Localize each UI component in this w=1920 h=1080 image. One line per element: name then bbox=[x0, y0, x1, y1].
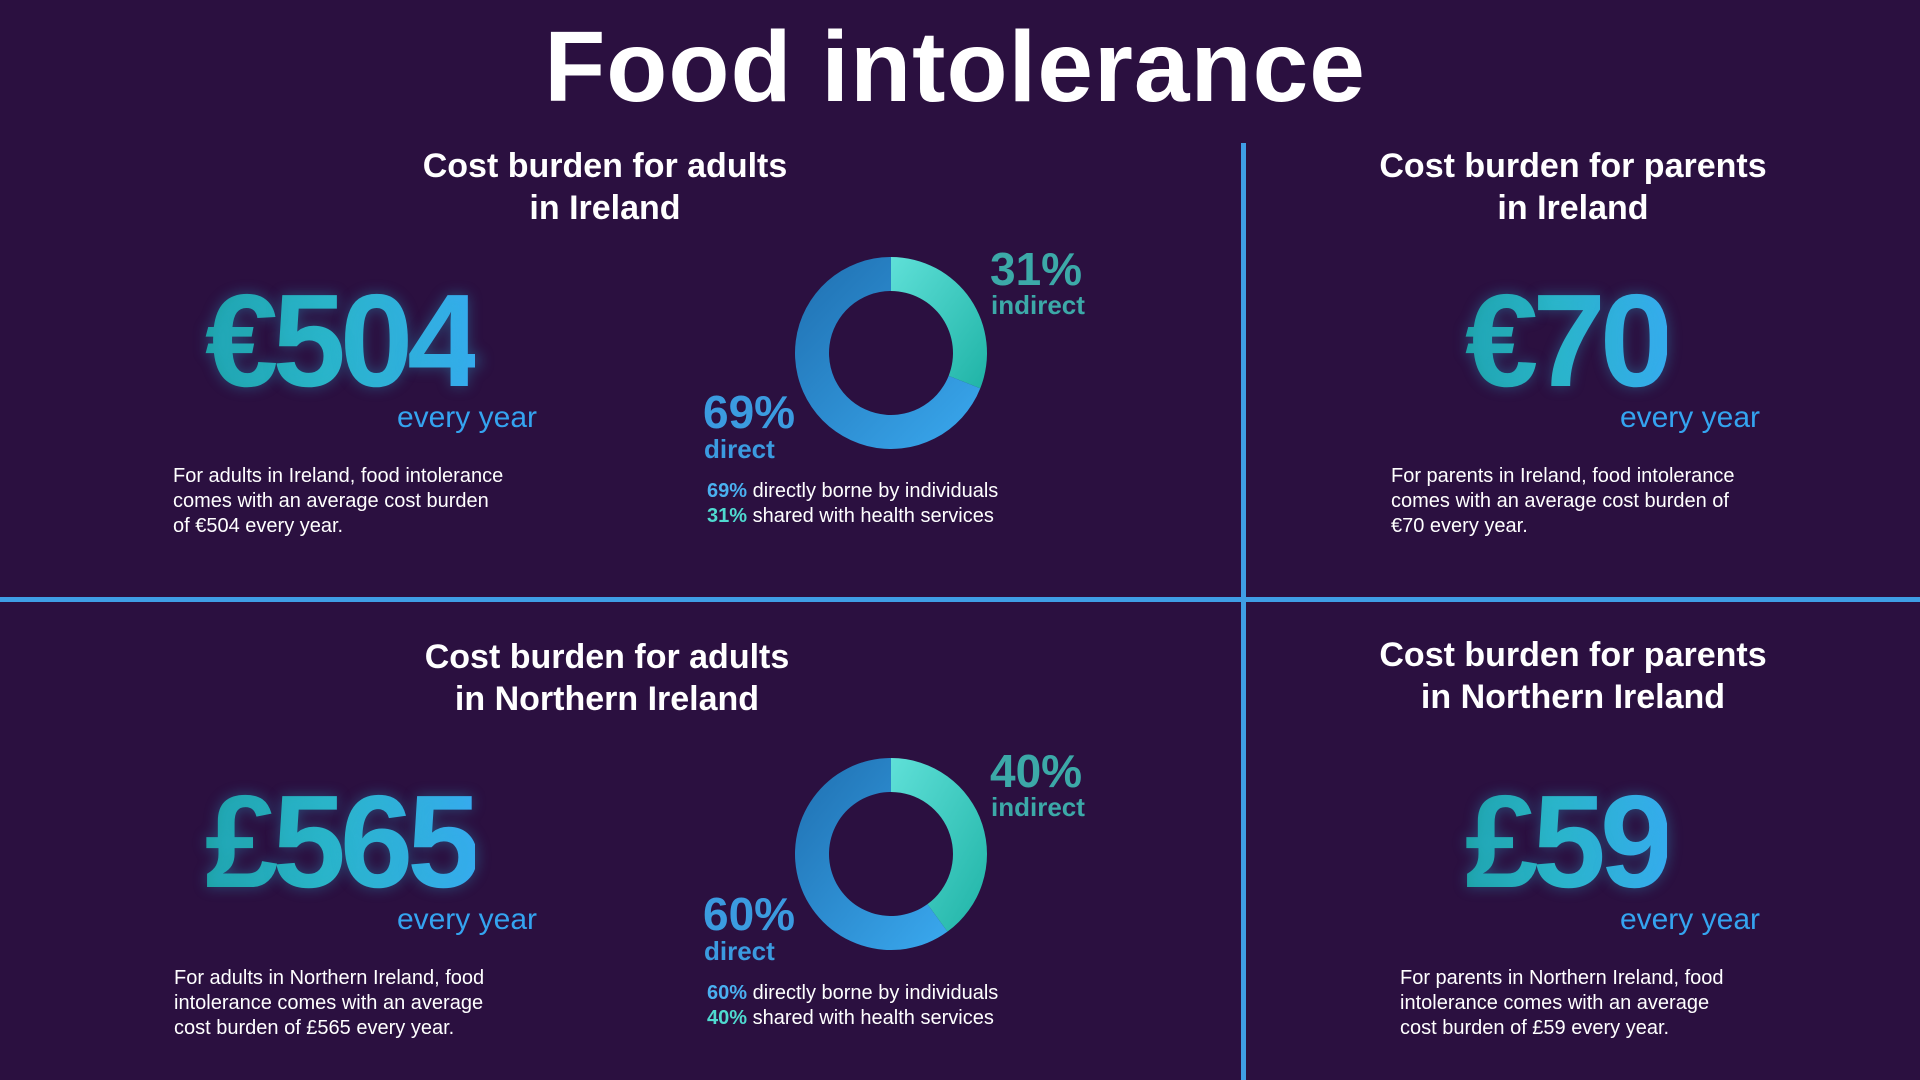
cost-description: For adults in Ireland, food intolerance … bbox=[173, 464, 533, 539]
panel-title: Cost burden for parents in Northern Irel… bbox=[1273, 634, 1873, 718]
indirect-label: indirect bbox=[991, 792, 1085, 822]
legend-indirect: 31% shared with health services bbox=[707, 504, 998, 529]
cost-description: For parents in Ireland, food intolerance… bbox=[1391, 464, 1791, 539]
donut-chart-northern-ireland bbox=[795, 758, 987, 950]
cost-period: every year bbox=[1619, 903, 1760, 936]
cost-amount: £565 bbox=[205, 768, 481, 915]
chart-legend: 69% directly borne by individuals 31% sh… bbox=[707, 479, 998, 529]
page-title: Food intolerance bbox=[544, 11, 1366, 123]
panel-title-line2: in Northern Ireland bbox=[454, 680, 760, 718]
cost-period: every year bbox=[396, 903, 537, 936]
cost-amount: €504 bbox=[205, 267, 481, 414]
panel-title: Cost burden for adults in Northern Irela… bbox=[307, 636, 907, 720]
panel-title-line2: in Ireland bbox=[1497, 189, 1649, 227]
legend-indirect: 40% shared with health services bbox=[707, 1006, 998, 1031]
desc-line: cost burden of £59 every year. bbox=[1400, 1017, 1670, 1039]
cost-description: For parents in Northern Ireland, food in… bbox=[1400, 966, 1780, 1041]
cost-description: For adults in Northern Ireland, food int… bbox=[174, 966, 534, 1041]
panel-title-line2: in Ireland bbox=[529, 189, 681, 227]
direct-label: direct bbox=[704, 434, 775, 464]
legend-direct-pct: 60% bbox=[707, 982, 748, 1004]
desc-line: intolerance comes with an average bbox=[1400, 992, 1710, 1014]
vertical-divider bbox=[1241, 143, 1246, 1080]
desc-line: comes with an average cost burden of bbox=[1391, 490, 1729, 512]
cost-period: every year bbox=[396, 401, 537, 434]
horizontal-divider bbox=[0, 597, 1920, 602]
legend-indirect-pct: 40% bbox=[707, 1007, 748, 1029]
legend-direct: 60% directly borne by individuals bbox=[707, 981, 998, 1006]
panel-title: Cost burden for adults in Ireland bbox=[305, 145, 905, 229]
legend-indirect-text: shared with health services bbox=[747, 505, 994, 527]
panel-title-line1: Cost burden for adults bbox=[422, 147, 788, 185]
legend-direct: 69% directly borne by individuals bbox=[707, 479, 998, 504]
legend-direct-text: directly borne by individuals bbox=[747, 982, 999, 1004]
direct-label: direct bbox=[704, 936, 775, 966]
desc-line: For parents in Ireland, food intolerance bbox=[1391, 465, 1735, 487]
donut-slice-direct bbox=[795, 257, 981, 449]
legend-indirect-pct: 31% bbox=[707, 505, 748, 527]
panel-title-line1: Cost burden for adults bbox=[424, 638, 790, 676]
direct-percent: 69% bbox=[703, 386, 796, 438]
indirect-percent: 40% bbox=[990, 745, 1083, 797]
panel-title-line1: Cost burden for parents bbox=[1379, 147, 1767, 185]
desc-line: of €504 every year. bbox=[173, 515, 344, 537]
indirect-label: indirect bbox=[991, 290, 1085, 320]
desc-line: For parents in Northern Ireland, food bbox=[1400, 967, 1724, 989]
panel-title: Cost burden for parents in Ireland bbox=[1273, 145, 1873, 229]
panel-title-line1: Cost burden for parents bbox=[1379, 636, 1767, 674]
legend-direct-pct: 69% bbox=[707, 480, 748, 502]
legend-indirect-text: shared with health services bbox=[747, 1007, 994, 1029]
donut-slice-indirect bbox=[891, 758, 987, 932]
cost-amount: €70 bbox=[1465, 267, 1673, 414]
desc-line: For adults in Ireland, food intolerance bbox=[173, 465, 504, 487]
donut-slice-indirect bbox=[891, 257, 987, 389]
panel-title-line2: in Northern Ireland bbox=[1420, 678, 1726, 716]
desc-line: intolerance comes with an average bbox=[174, 992, 484, 1014]
desc-line: comes with an average cost burden bbox=[173, 490, 489, 512]
desc-line: For adults in Northern Ireland, food bbox=[174, 967, 485, 989]
chart-legend: 60% directly borne by individuals 40% sh… bbox=[707, 981, 998, 1031]
desc-line: cost burden of £565 every year. bbox=[174, 1017, 455, 1039]
direct-percent: 60% bbox=[703, 888, 796, 940]
donut-slice-direct bbox=[795, 758, 948, 950]
legend-direct-text: directly borne by individuals bbox=[747, 480, 999, 502]
desc-line: €70 every year. bbox=[1391, 515, 1528, 537]
cost-period: every year bbox=[1619, 401, 1760, 434]
indirect-percent: 31% bbox=[990, 243, 1083, 295]
cost-amount: £59 bbox=[1465, 768, 1673, 915]
donut-chart-ireland bbox=[795, 257, 987, 449]
